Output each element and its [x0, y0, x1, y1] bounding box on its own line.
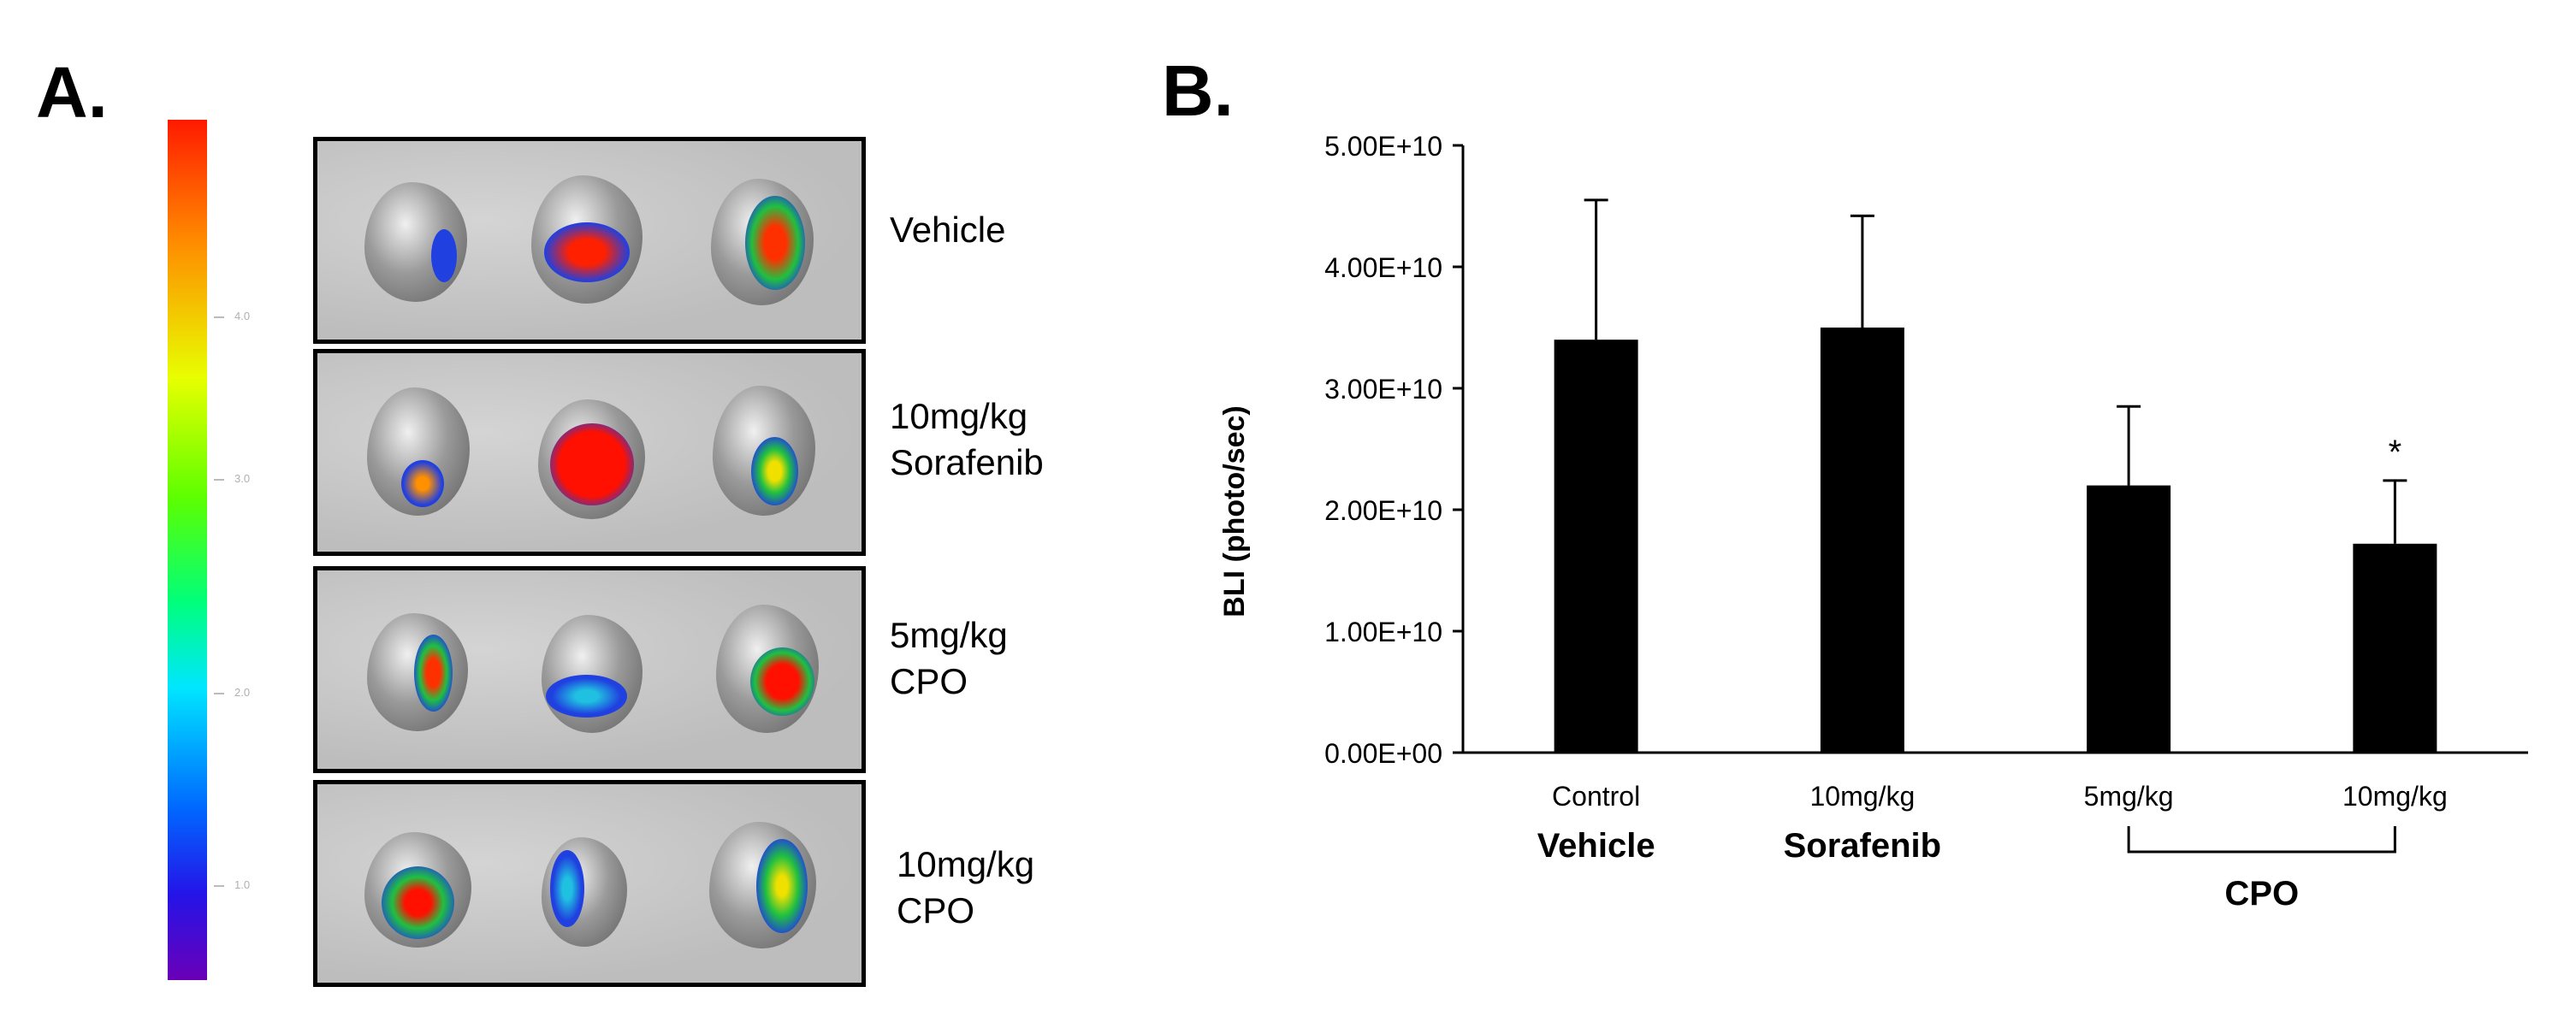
- signal-spot: [745, 196, 805, 290]
- row-label-line: 10mg/kg: [897, 844, 1035, 884]
- image-frame-sorafenib: [313, 349, 866, 556]
- significance-marker: *: [2389, 434, 2402, 471]
- tumor-image: [713, 386, 815, 516]
- signal-spot: [382, 866, 454, 939]
- scale-tick-label: 4.0: [234, 310, 251, 322]
- y-tick-label: 0.00E+00: [1324, 738, 1442, 769]
- image-frame-cpo-5: [313, 566, 866, 773]
- scale-tick-label: 1.0: [234, 878, 251, 891]
- tumor-image: [364, 832, 471, 948]
- row-label-vehicle: Vehicle: [890, 207, 1005, 253]
- color-scale-bar: [168, 120, 207, 980]
- bar: [2353, 543, 2437, 753]
- tumor-image: [711, 179, 814, 305]
- row-label-line: 5mg/kg: [890, 615, 1008, 655]
- row-label-sorafenib: 10mg/kg Sorafenib: [890, 393, 1044, 486]
- scale-tick-mark: [214, 693, 224, 694]
- scale-tick-label: 3.0: [234, 472, 251, 485]
- x-group-label: Vehicle: [1537, 827, 1655, 865]
- y-tick-label: 4.00E+10: [1324, 252, 1442, 283]
- tumor-image: [716, 605, 819, 733]
- tumor-image: [542, 615, 643, 733]
- signal-spot: [544, 222, 630, 282]
- scale-tick-mark: [214, 479, 224, 481]
- y-axis-title: BLI (photo/sec): [1218, 405, 1251, 617]
- signal-spot: [751, 437, 798, 505]
- y-tick-label: 5.00E+10: [1324, 131, 1442, 162]
- tumor-image: [538, 399, 645, 519]
- x-group-label: Sorafenib: [1784, 827, 1941, 865]
- image-frame-cpo-10: [313, 780, 866, 987]
- row-label-line: Vehicle: [890, 210, 1006, 250]
- signal-spot: [546, 675, 627, 718]
- tumor-image: [364, 182, 467, 302]
- signal-spot: [750, 647, 814, 716]
- signal-spot: [401, 460, 444, 507]
- signal-spot: [550, 850, 584, 927]
- y-tick-label: 1.00E+10: [1324, 617, 1442, 647]
- row-label-cpo-5: 5mg/kg CPO: [890, 612, 1008, 705]
- x-tick-label: 5mg/kg: [2084, 781, 2174, 812]
- tumor-image: [367, 387, 470, 516]
- row-label-cpo-10: 10mg/kg CPO: [897, 842, 1034, 934]
- x-tick-label: 10mg/kg: [1810, 781, 1916, 812]
- bar: [1820, 328, 1904, 753]
- scale-tick-mark: [214, 316, 224, 318]
- y-tick-label: 3.00E+10: [1324, 374, 1442, 405]
- scale-tick-label: 2.0: [234, 686, 251, 699]
- x-tick-label: Control: [1552, 781, 1640, 812]
- bar-chart: BLI (photo/sec) 0.00E+00 1.00E+10 2.00E+10…: [1218, 131, 2528, 913]
- scale-tick-mark: [214, 885, 224, 887]
- row-label-line: Sorafenib: [890, 442, 1044, 482]
- signal-spot: [414, 635, 453, 712]
- row-label-line: CPO: [890, 661, 968, 701]
- tumor-image: [367, 613, 468, 731]
- tumor-image: [542, 837, 627, 947]
- cpo-group-label: CPO: [2224, 875, 2299, 913]
- y-tick-label: 2.00E+10: [1324, 495, 1442, 526]
- panel-a-letter: A.: [36, 52, 108, 133]
- row-label-line: CPO: [897, 890, 975, 930]
- signal-spot: [431, 229, 457, 282]
- panel-b-letter: B.: [1162, 50, 1234, 131]
- tumor-image: [709, 822, 816, 948]
- image-frame-vehicle: [313, 137, 866, 344]
- signal-spot: [756, 839, 808, 933]
- signal-spot: [550, 423, 634, 505]
- x-tick-label: 10mg/kg: [2342, 781, 2448, 812]
- tumor-image: [531, 175, 643, 304]
- bar: [1554, 340, 1638, 753]
- cpo-bracket: [2127, 826, 2396, 854]
- row-label-line: 10mg/kg: [890, 396, 1028, 436]
- bar: [2087, 485, 2171, 753]
